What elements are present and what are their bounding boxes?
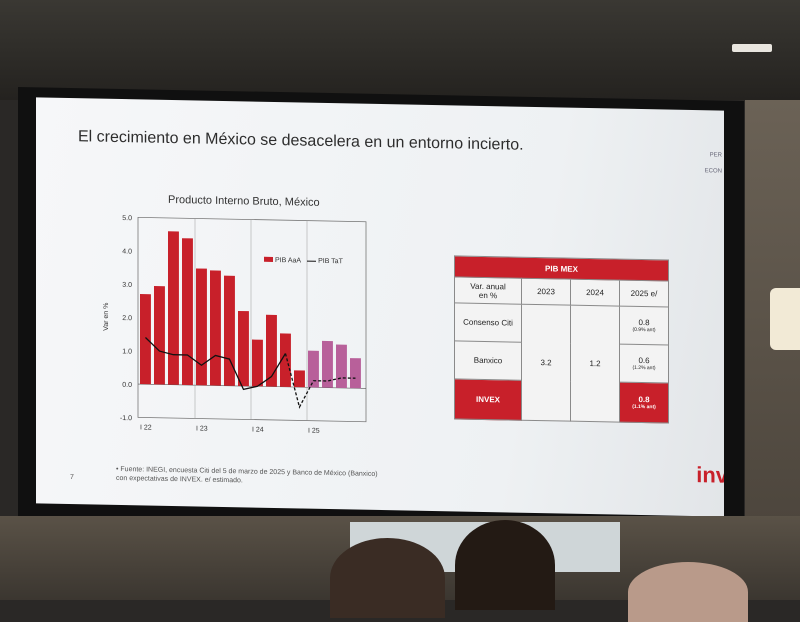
gdp-chart: 5.0 4.0 3.0 2.0 1.0 0.0 -1.0 I 22 I 23 I 24 I 25 Va…	[103, 215, 367, 435]
series-line	[145, 337, 287, 391]
y-tick-label: 4.0	[122, 248, 132, 255]
y-tick-label: 2.0	[122, 315, 132, 322]
y-tick-label: -1.0	[120, 415, 132, 422]
y-tick-label: 1.0	[122, 348, 132, 355]
bar	[280, 333, 291, 387]
x-tick-label: I 24	[252, 427, 264, 434]
table-col-2023: 2023	[521, 278, 571, 306]
y-axis-label: Var en %	[103, 303, 110, 331]
side-text: ECON	[704, 168, 722, 175]
slide-title: El crecimiento en México se desacelera e…	[78, 128, 524, 154]
table-cell: 0.6 (1.2% ant)	[619, 344, 669, 384]
table-cell: 0.8 (0.9% ant)	[619, 306, 669, 346]
bar	[322, 340, 333, 388]
bar	[210, 270, 221, 386]
table-cell: 0.8 (1.1% ant)	[619, 382, 669, 424]
footnote: • Fuente: INEGI, encuesta Citi del 5 de …	[116, 465, 378, 485]
legend-item-bars: PIB AaA	[264, 256, 301, 264]
ceiling	[0, 0, 800, 100]
audience-head	[628, 562, 748, 622]
y-tick-label: 5.0	[122, 215, 132, 222]
side-text: PER	[709, 152, 722, 159]
series-line-estimate	[284, 353, 356, 409]
bar	[336, 344, 347, 389]
table-cell-2024: 1.2	[570, 305, 620, 423]
audience-head	[330, 538, 445, 618]
table-col-2024: 2024	[570, 279, 620, 307]
legend-item-line: PIB TaT	[307, 258, 343, 265]
bar	[266, 314, 277, 387]
table-row-label: Consenso Citi	[454, 302, 522, 343]
bar	[308, 350, 319, 388]
plot-frame	[137, 216, 367, 423]
bar	[196, 268, 207, 386]
audience-head	[455, 520, 555, 610]
bar	[154, 285, 165, 385]
x-tick-label: I 23	[196, 425, 208, 432]
ceiling-light	[732, 44, 772, 52]
bar	[252, 339, 263, 387]
bar	[350, 358, 361, 389]
bar	[294, 370, 305, 388]
page-number: 7	[70, 474, 74, 482]
invex-logo: inv	[696, 462, 724, 488]
bar	[168, 231, 179, 385]
x-tick-label: I 25	[308, 428, 320, 435]
table-col-2025: 2025 e/	[619, 280, 669, 308]
chart-legend: PIB AaA PIB TaT	[264, 256, 343, 265]
bar	[224, 275, 235, 386]
chart-title: Producto Interno Bruto, México	[168, 193, 320, 209]
bar	[140, 294, 151, 385]
pib-mex-table: PIB MEX Var. anual en % 2023 2024 2025 e…	[454, 255, 669, 424]
table-col-label: Var. anual en %	[454, 276, 522, 305]
y-tick-label: 0.0	[122, 382, 132, 389]
table-row-label: Banxico	[454, 340, 522, 381]
table-row-label: INVEX	[454, 378, 522, 421]
y-tick-label: 3.0	[122, 282, 132, 289]
bar	[182, 238, 193, 386]
bar	[238, 310, 249, 387]
wall-lamp	[770, 288, 800, 350]
projected-slide: El crecimiento en México se desacelera e…	[36, 97, 724, 517]
x-tick-label: I 22	[140, 424, 152, 431]
table-cell-2023: 3.2	[521, 304, 571, 422]
